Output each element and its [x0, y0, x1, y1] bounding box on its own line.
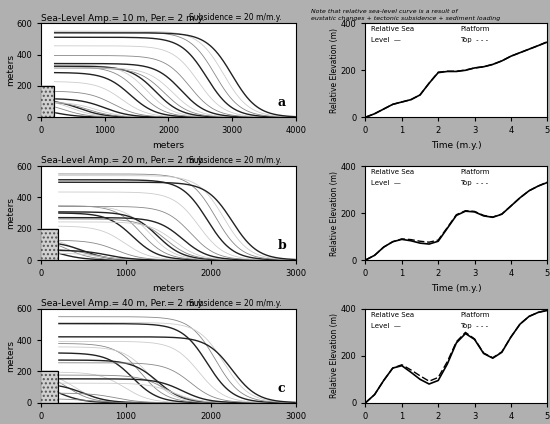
- Text: Platform: Platform: [460, 312, 490, 318]
- Text: Top  - - -: Top - - -: [460, 180, 488, 186]
- X-axis label: meters: meters: [152, 141, 184, 150]
- Text: Sea-Level Amp.= 20 m, Per.= 2 m.y.: Sea-Level Amp.= 20 m, Per.= 2 m.y.: [41, 156, 205, 165]
- Polygon shape: [41, 371, 58, 403]
- X-axis label: meters: meters: [152, 284, 184, 293]
- Text: Relative Sea: Relative Sea: [371, 169, 414, 175]
- Text: Sea-Level Amp.= 10 m, Per.= 2 m.y.: Sea-Level Amp.= 10 m, Per.= 2 m.y.: [41, 14, 205, 22]
- Y-axis label: Relative Elevation (m): Relative Elevation (m): [331, 313, 339, 398]
- Text: Relative Sea: Relative Sea: [371, 312, 414, 318]
- Text: Sea-Level Amp.= 40 m, Per.= 2 m.y.: Sea-Level Amp.= 40 m, Per.= 2 m.y.: [41, 299, 205, 308]
- Polygon shape: [41, 229, 58, 260]
- Text: Level  —: Level —: [371, 180, 401, 186]
- Y-axis label: Relative Elevation (m): Relative Elevation (m): [331, 28, 339, 113]
- Text: c: c: [278, 382, 285, 394]
- Text: Note that relative sea-level curve is a result of
eustatic changes + tectonic su: Note that relative sea-level curve is a …: [311, 9, 500, 21]
- Text: Top  - - -: Top - - -: [460, 323, 488, 329]
- Text: Subsidence = 20 m/m.y.: Subsidence = 20 m/m.y.: [189, 14, 282, 22]
- Text: Level  —: Level —: [371, 323, 401, 329]
- Text: Platform: Platform: [460, 169, 490, 175]
- Y-axis label: meters: meters: [6, 197, 15, 229]
- X-axis label: Time (m.y.): Time (m.y.): [431, 284, 482, 293]
- Text: Level  —: Level —: [371, 37, 401, 43]
- Polygon shape: [41, 86, 54, 117]
- Text: Subsidence = 20 m/m.y.: Subsidence = 20 m/m.y.: [189, 156, 282, 165]
- Text: Relative Sea: Relative Sea: [371, 26, 414, 32]
- Text: b: b: [278, 239, 287, 252]
- X-axis label: Time (m.y.): Time (m.y.): [431, 141, 482, 150]
- Y-axis label: Relative Elevation (m): Relative Elevation (m): [331, 170, 339, 256]
- Y-axis label: meters: meters: [6, 54, 15, 86]
- Y-axis label: meters: meters: [6, 340, 15, 372]
- Text: Subsidence = 20 m/m.y.: Subsidence = 20 m/m.y.: [189, 299, 282, 308]
- Text: Platform: Platform: [460, 26, 490, 32]
- Text: a: a: [278, 96, 286, 109]
- Text: Top  - - -: Top - - -: [460, 37, 488, 43]
